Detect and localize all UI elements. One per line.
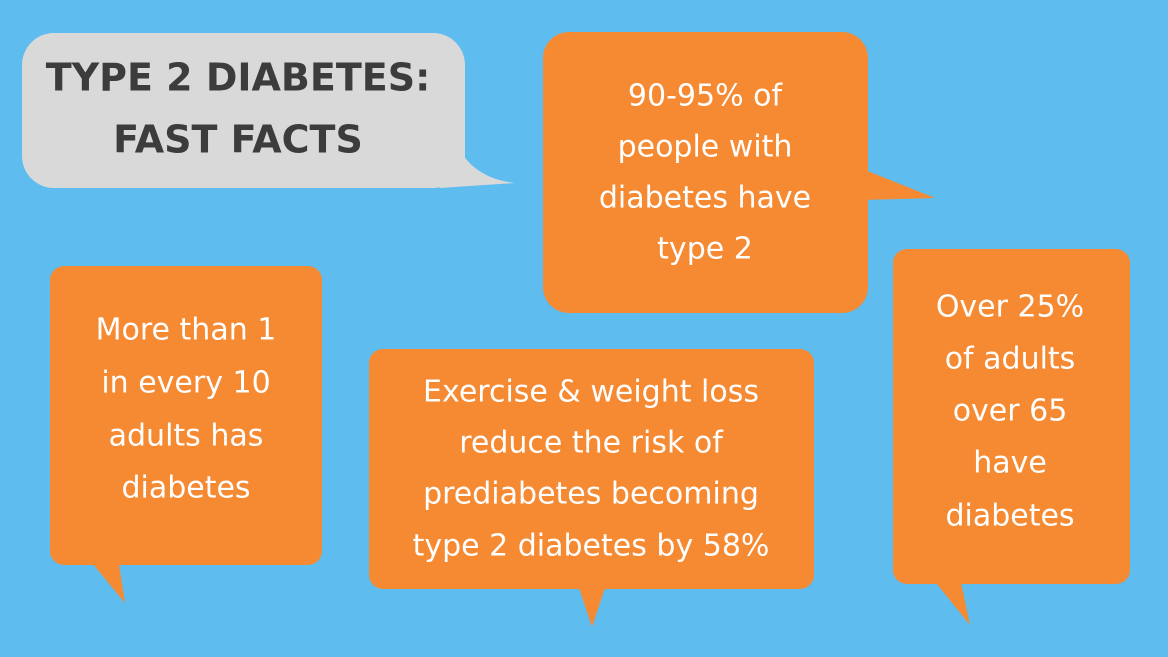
fact-line: Over 25% [936, 290, 1084, 325]
title-line: FAST FACTS [113, 118, 363, 162]
bubble-tail [860, 168, 935, 200]
fact-line: over 65 [953, 394, 1068, 429]
bubble-tail [440, 140, 515, 188]
fact-line: reduce the risk of [459, 426, 724, 461]
fact-line: type 2 [657, 232, 753, 267]
bubble-body [50, 266, 322, 565]
bubble-body [893, 249, 1130, 584]
bubble-body [369, 349, 814, 589]
fact-line: in every 10 [101, 366, 270, 401]
fact-line: diabetes [945, 499, 1074, 534]
bubble-tail [88, 558, 125, 603]
fact-line: Exercise & weight loss [423, 375, 759, 410]
fact-line: 90-95% of [628, 79, 784, 114]
bubble-tail [932, 578, 970, 625]
fact-line: More than 1 [96, 313, 277, 348]
fact-line: adults has [109, 419, 264, 454]
fact-bubble: More than 1 in every 10 adults has diabe… [50, 266, 322, 603]
fact-bubble: Exercise & weight loss reduce the risk o… [369, 349, 814, 627]
bubble-tail [577, 582, 607, 627]
fact-line: type 2 diabetes by 58% [413, 529, 770, 564]
fact-line: diabetes have [599, 181, 811, 216]
title-line: TYPE 2 DIABETES: [46, 56, 431, 100]
fact-line: people with [618, 130, 793, 165]
fact-bubble: 90-95% of people with diabetes have type… [543, 32, 935, 313]
fact-line: of adults [945, 342, 1076, 377]
fact-line: diabetes [121, 471, 250, 506]
bubble-body [543, 32, 868, 313]
title-bubble: TYPE 2 DIABETES: FAST FACTS [22, 33, 515, 188]
fact-bubble: Over 25% of adults over 65 have diabetes [893, 249, 1130, 625]
bubble-body [22, 33, 465, 188]
fact-line: have [973, 446, 1047, 481]
fact-line: prediabetes becoming [423, 477, 759, 512]
